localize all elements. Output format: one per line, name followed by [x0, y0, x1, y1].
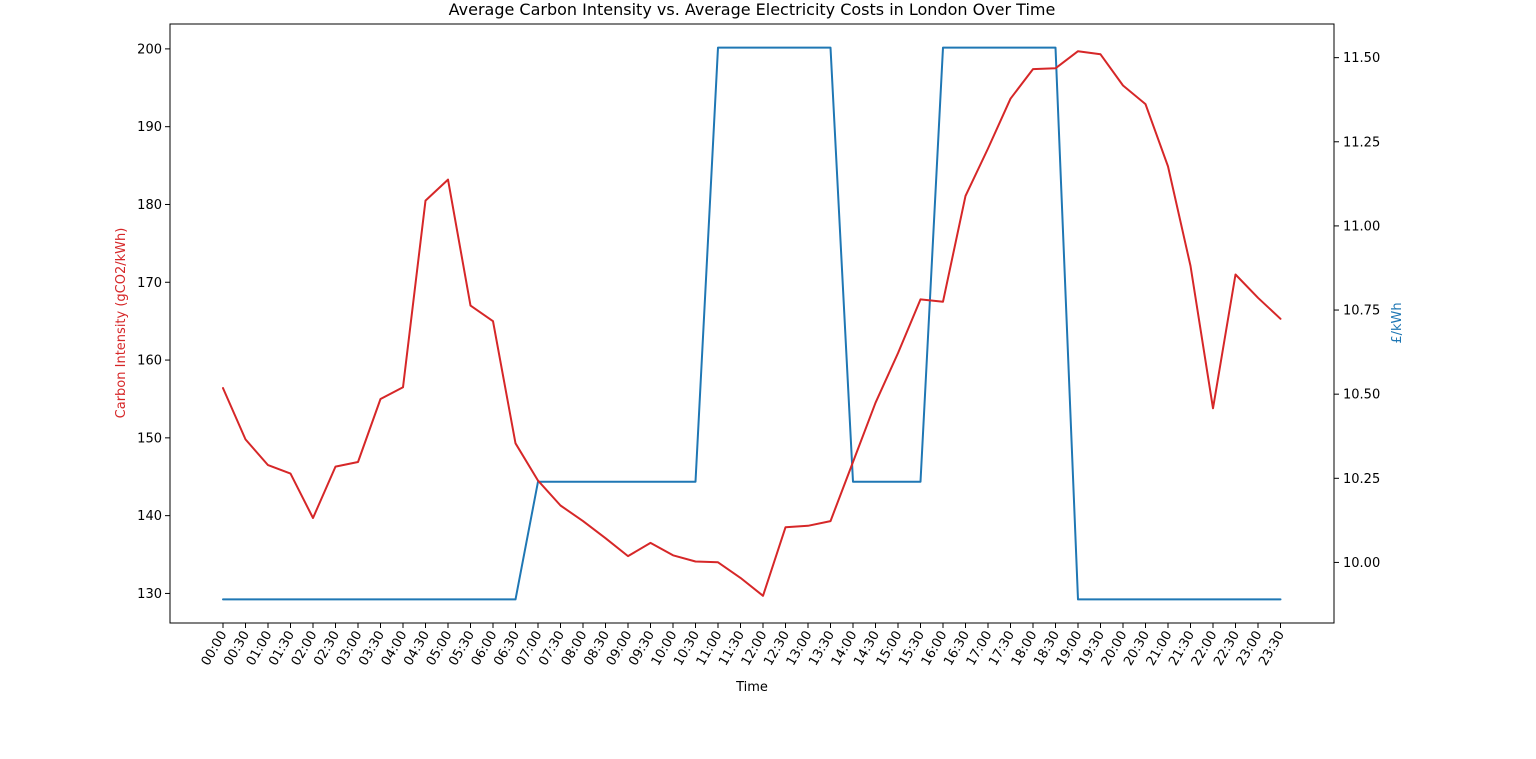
left-tick-label: 140 — [137, 509, 162, 524]
left-y-axis: 130 140 150 160 170 180 190 200 — [137, 42, 170, 602]
left-tick-label: 130 — [137, 587, 162, 602]
right-y-axis: 10.00 10.25 10.50 10.75 11.00 11.25 11.50 — [1334, 51, 1380, 571]
right-tick-label: 10.75 — [1343, 304, 1380, 319]
right-tick-label: 11.25 — [1343, 135, 1380, 150]
cost-series-line — [222, 46, 1282, 601]
left-tick-label: 170 — [137, 276, 162, 291]
right-tick-label: 11.50 — [1343, 51, 1380, 66]
left-tick-label: 180 — [137, 198, 162, 213]
left-tick-label: 190 — [137, 120, 162, 135]
chart-title: Average Carbon Intensity vs. Average Ele… — [449, 0, 1056, 19]
x-axis: 00:0000:3001:0001:3002:0002:3003:0003:30… — [199, 623, 1288, 668]
left-tick-label: 150 — [137, 431, 162, 446]
plot-area-frame — [169, 23, 1335, 624]
right-y-axis-label: £/kWh — [1390, 302, 1405, 343]
right-tick-label: 11.00 — [1343, 219, 1380, 234]
left-tick-label: 200 — [137, 42, 162, 57]
left-y-axis-label: Carbon Intensity (gCO2/kWh) — [114, 228, 129, 419]
right-tick-label: 10.00 — [1343, 556, 1380, 571]
right-tick-label: 10.25 — [1343, 472, 1380, 487]
right-tick-label: 10.50 — [1343, 388, 1380, 403]
x-axis-label: Time — [735, 680, 768, 695]
carbon-series-line — [222, 50, 1282, 597]
left-tick-label: 160 — [137, 354, 162, 369]
